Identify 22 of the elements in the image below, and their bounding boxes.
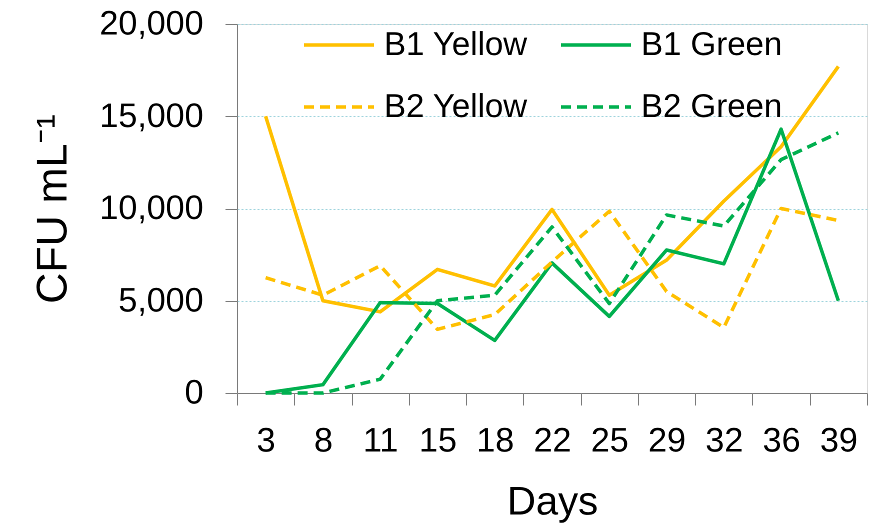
x-tick-label: 15 (419, 422, 457, 460)
x-tick-label: 11 (363, 422, 398, 460)
x-tick-label: 25 (590, 422, 629, 460)
x-tick-label: 18 (476, 422, 514, 460)
x-tick-label: 22 (534, 422, 572, 460)
x-tick-label: 8 (314, 422, 333, 460)
y-tick-label: 15,000 (100, 96, 204, 135)
legend-label: B2 Green (641, 87, 782, 124)
x-tick-label: 39 (820, 422, 858, 460)
x-tick-label: 29 (648, 422, 686, 460)
y-tick-label: 20,000 (100, 4, 204, 42)
x-axis-title: Days (506, 480, 598, 524)
x-tick-label: 32 (705, 422, 744, 460)
legend-label: B1 Green (641, 25, 782, 62)
y-tick-label: 10,000 (100, 189, 204, 227)
legend-label: B1 Yellow (384, 25, 528, 62)
legend-label: B2 Yellow (384, 87, 528, 124)
y-tick-label: 0 (184, 374, 204, 412)
y-tick-label: 5,000 (118, 281, 204, 320)
y-axis-title: CFU mL⁻¹ (28, 114, 77, 304)
x-tick-label: 36 (762, 422, 801, 460)
x-tick-label: 3 (256, 422, 276, 460)
